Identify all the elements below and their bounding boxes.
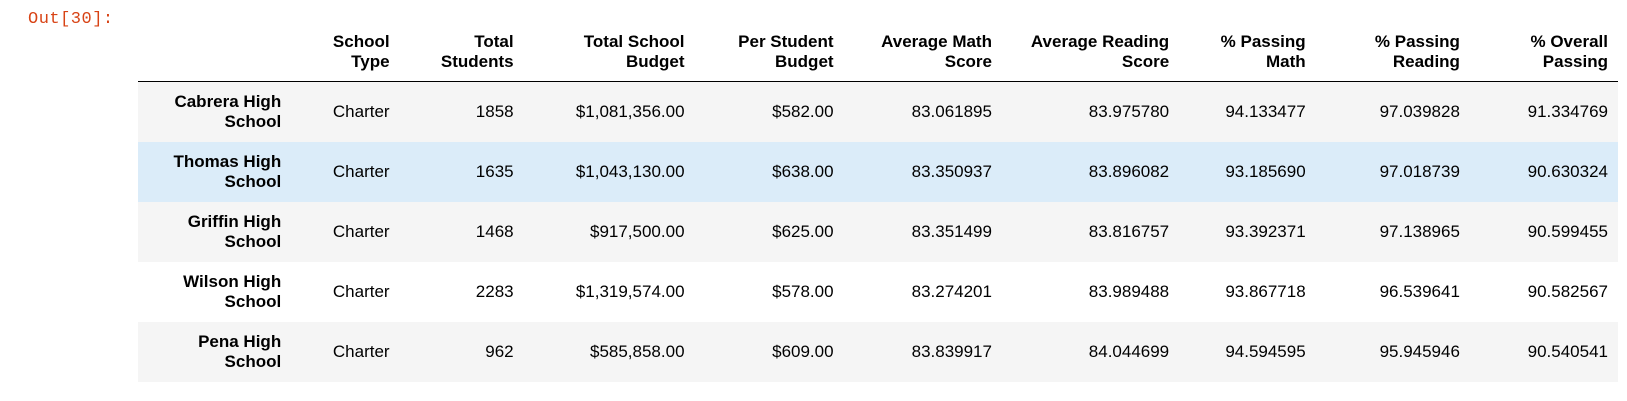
header-index bbox=[138, 30, 292, 82]
output-prompt: Out[30]: bbox=[28, 10, 114, 29]
cell-total-students: 1468 bbox=[475, 221, 514, 241]
dataframe-output: School Type Total Students Total School Bud… bbox=[138, 30, 1618, 382]
cell-per-student-budget: $609.00 bbox=[772, 341, 834, 361]
cell-overall-passing: 90.540541 bbox=[1527, 341, 1608, 361]
cell-school-type: Charter bbox=[332, 281, 390, 301]
header-total-students: Total Students bbox=[399, 30, 524, 82]
header-average-reading-score: Average Reading Score bbox=[1001, 30, 1180, 82]
cell-passing-reading: 97.018739 bbox=[1379, 161, 1460, 181]
cell-overall-passing: 91.334769 bbox=[1527, 101, 1608, 121]
cell-school-type: Charter bbox=[332, 161, 390, 181]
cell-average-reading-score: 84.044699 bbox=[1088, 341, 1170, 361]
cell-overall-passing: 90.582567 bbox=[1527, 281, 1608, 301]
header-per-student-budget: Per Student Budget bbox=[694, 30, 844, 82]
cell-total-students: 1858 bbox=[475, 101, 514, 121]
table-row: Wilson High School Charter 2283 $1,319,57… bbox=[138, 261, 1618, 322]
row-index-label: Thomas High School bbox=[173, 151, 282, 191]
cell-total-students: 2283 bbox=[475, 281, 514, 301]
cell-passing-reading: 97.138965 bbox=[1379, 221, 1460, 241]
table-row: Thomas High School Charter 1635 $1,043,13… bbox=[138, 141, 1618, 202]
row-index-label: Cabrera High School bbox=[174, 91, 282, 131]
header-average-math-score: Average Math Score bbox=[843, 30, 1002, 82]
table-row: Cabrera High School Charter 1858 $1,081,3… bbox=[138, 81, 1618, 142]
cell-total-school-budget: $1,043,130.00 bbox=[575, 161, 685, 181]
cell-average-math-score: 83.350937 bbox=[911, 161, 992, 181]
cell-average-math-score: 83.351499 bbox=[911, 221, 992, 241]
cell-total-school-budget: $585,858.00 bbox=[589, 341, 685, 361]
cell-per-student-budget: $582.00 bbox=[772, 101, 834, 121]
cell-passing-reading: 95.945946 bbox=[1379, 341, 1460, 361]
cell-passing-math: 93.185690 bbox=[1225, 161, 1306, 181]
cell-overall-passing: 90.599455 bbox=[1527, 221, 1608, 241]
row-index-label: Pena High School bbox=[198, 331, 282, 371]
cell-school-type: Charter bbox=[332, 341, 390, 361]
cell-per-student-budget: $625.00 bbox=[772, 221, 834, 241]
cell-passing-math: 93.867718 bbox=[1225, 281, 1306, 301]
cell-average-math-score: 83.274201 bbox=[911, 281, 992, 301]
cell-total-school-budget: $1,319,574.00 bbox=[575, 281, 685, 301]
cell-per-student-budget: $638.00 bbox=[772, 161, 834, 181]
cell-per-student-budget: $578.00 bbox=[772, 281, 834, 301]
cell-average-math-score: 83.839917 bbox=[911, 341, 992, 361]
cell-average-reading-score: 83.989488 bbox=[1088, 281, 1170, 301]
row-index-label: Griffin High School bbox=[187, 211, 282, 251]
cell-passing-math: 94.133477 bbox=[1225, 101, 1306, 121]
cell-passing-math: 94.594595 bbox=[1225, 341, 1306, 361]
cell-average-reading-score: 83.816757 bbox=[1088, 221, 1170, 241]
header-total-school-budget: Total School Budget bbox=[523, 30, 695, 82]
cell-school-type: Charter bbox=[332, 221, 390, 241]
cell-average-reading-score: 83.975780 bbox=[1088, 101, 1170, 121]
cell-total-school-budget: $917,500.00 bbox=[589, 221, 685, 241]
header-school-type: School Type bbox=[291, 30, 400, 82]
table-body: Cabrera High School Charter 1858 $1,081,3… bbox=[138, 81, 1618, 382]
table-row: Griffin High School Charter 1468 $917,500… bbox=[138, 201, 1618, 262]
cell-average-reading-score: 83.896082 bbox=[1088, 161, 1170, 181]
row-index-label: Wilson High School bbox=[183, 271, 282, 311]
cell-passing-math: 93.392371 bbox=[1225, 221, 1306, 241]
header-passing-math: % Passing Math bbox=[1179, 30, 1316, 82]
header-overall-passing: % Overall Passing bbox=[1469, 30, 1618, 82]
cell-total-students: 1635 bbox=[475, 161, 514, 181]
cell-school-type: Charter bbox=[332, 101, 390, 121]
cell-overall-passing: 90.630324 bbox=[1527, 161, 1608, 181]
header-row: School Type Total Students Total School Bud… bbox=[138, 30, 1618, 82]
table-header: School Type Total Students Total School Bud… bbox=[138, 30, 1618, 82]
cell-total-students: 962 bbox=[485, 341, 514, 361]
cell-passing-reading: 96.539641 bbox=[1379, 281, 1460, 301]
cell-total-school-budget: $1,081,356.00 bbox=[575, 101, 685, 121]
cell-average-math-score: 83.061895 bbox=[911, 101, 992, 121]
cell-passing-reading: 97.039828 bbox=[1379, 101, 1460, 121]
dataframe-table: School Type Total Students Total School Bud… bbox=[138, 30, 1618, 382]
table-row: Pena High School Charter 962 $585,858.00 … bbox=[138, 321, 1618, 382]
header-passing-reading: % Passing Reading bbox=[1315, 30, 1470, 82]
